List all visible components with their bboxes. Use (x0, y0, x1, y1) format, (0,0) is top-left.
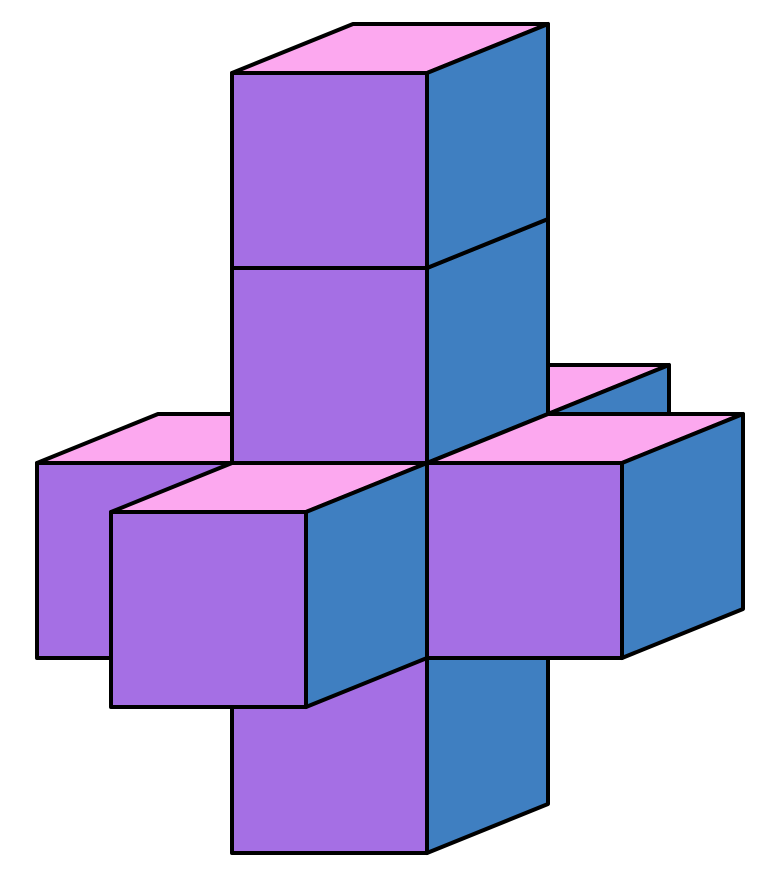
cube-front-face (425, 461, 624, 660)
cube-top (230, 22, 550, 270)
cube-right (425, 412, 745, 660)
cube-front-face (109, 510, 308, 709)
cube-right-face (620, 412, 745, 660)
cube-front-face (230, 266, 429, 465)
cube-front-face (230, 71, 429, 270)
cube-front (109, 461, 429, 709)
cube-right-face (425, 22, 550, 270)
cube-right-face (304, 461, 429, 709)
